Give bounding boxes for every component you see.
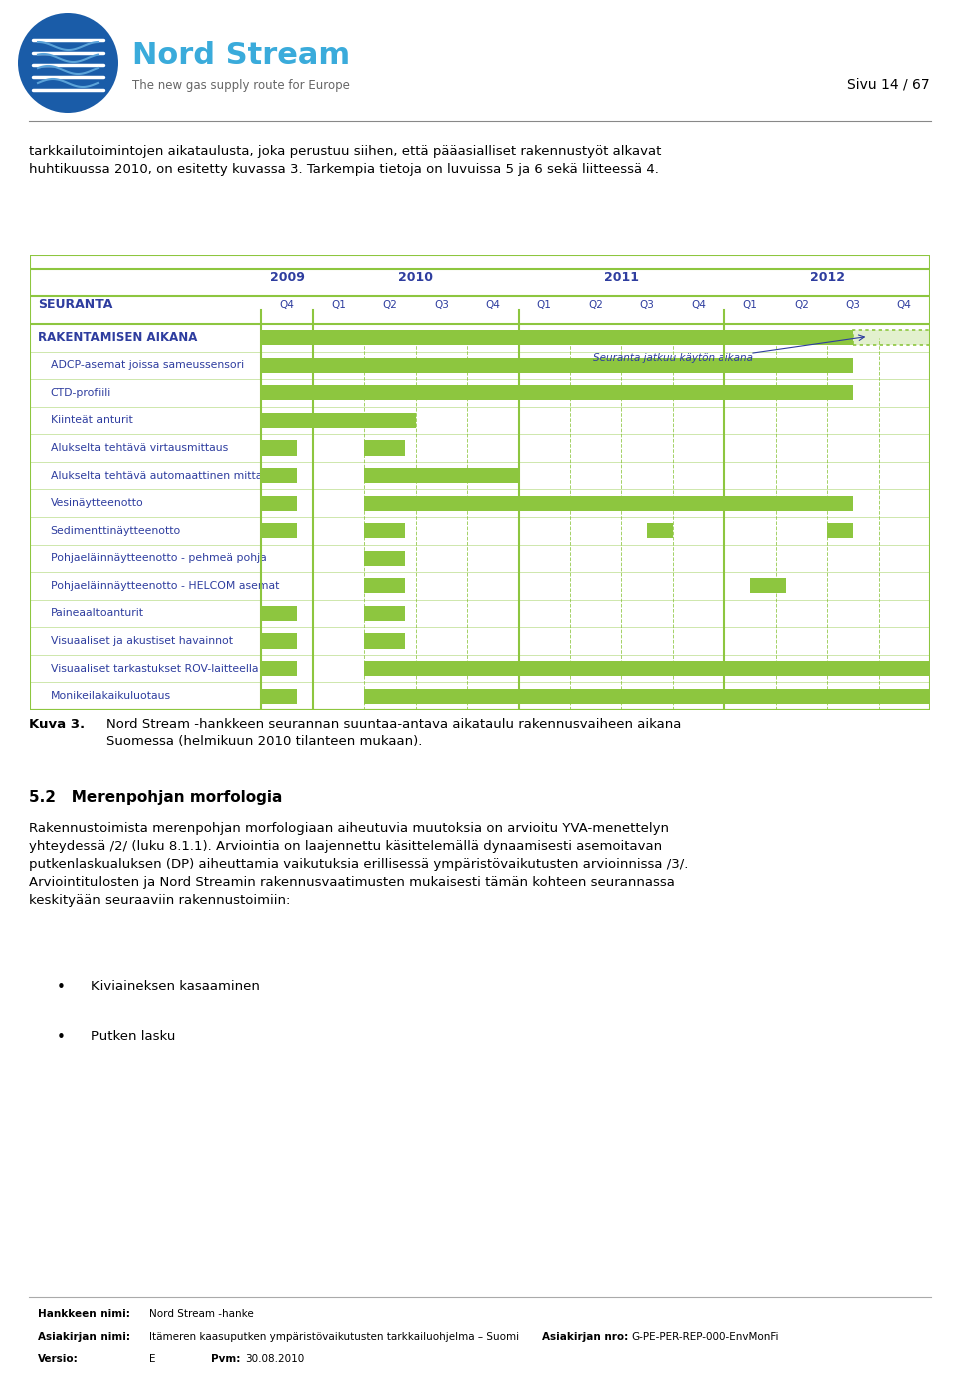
Bar — [261, 413, 416, 428]
Bar — [261, 605, 298, 621]
Text: •: • — [57, 1031, 65, 1044]
Bar — [852, 330, 930, 345]
Text: Q4: Q4 — [897, 300, 912, 310]
Bar — [261, 440, 298, 455]
Text: Asiakirjan nro:: Asiakirjan nro: — [542, 1332, 629, 1342]
Text: Pohjaeläinnäytteenotto - pehmeä pohja: Pohjaeläinnäytteenotto - pehmeä pohja — [51, 553, 266, 563]
Bar — [261, 358, 852, 373]
Text: Seuranta jatkuu käytön aikana: Seuranta jatkuu käytön aikana — [593, 352, 753, 363]
Text: Visuaaliset tarkastukset ROV-laitteella: Visuaaliset tarkastukset ROV-laitteella — [51, 663, 258, 674]
Text: Vesinäytteenotto: Vesinäytteenotto — [51, 498, 143, 508]
Text: The new gas supply route for Europe: The new gas supply route for Europe — [132, 78, 349, 91]
Text: Q3: Q3 — [434, 300, 449, 310]
Text: Q3: Q3 — [639, 300, 655, 310]
Text: 2011: 2011 — [604, 271, 639, 283]
Text: Visuaaliset ja akustiset havainnot: Visuaaliset ja akustiset havainnot — [51, 636, 232, 647]
Text: Monikeilakaikuluotaus: Monikeilakaikuluotaus — [51, 691, 171, 702]
Text: Hankkeen nimi:: Hankkeen nimi: — [38, 1310, 131, 1320]
Bar — [261, 385, 852, 400]
Bar — [364, 440, 405, 455]
Text: Pvm:: Pvm: — [211, 1354, 241, 1364]
Text: 2009: 2009 — [270, 271, 304, 283]
Bar — [852, 330, 930, 345]
Bar — [364, 495, 852, 510]
Text: 30.08.2010: 30.08.2010 — [245, 1354, 304, 1364]
Text: Nord Stream -hankkeen seurannan suuntaa-antava aikataulu rakennusvaiheen aikana
: Nord Stream -hankkeen seurannan suuntaa-… — [106, 718, 681, 749]
Text: E: E — [149, 1354, 156, 1364]
Bar — [364, 688, 930, 703]
Text: Q3: Q3 — [846, 300, 860, 310]
Text: •: • — [57, 980, 65, 995]
Bar — [364, 578, 405, 593]
Text: Q1: Q1 — [537, 300, 552, 310]
Text: Q2: Q2 — [794, 300, 809, 310]
Circle shape — [18, 12, 118, 113]
Bar — [261, 688, 298, 703]
Bar — [364, 550, 405, 566]
Text: Nord Stream -hanke: Nord Stream -hanke — [149, 1310, 253, 1320]
Text: 5.2   Merenpohjan morfologia: 5.2 Merenpohjan morfologia — [29, 790, 282, 805]
Text: Kuva 3.: Kuva 3. — [29, 718, 84, 731]
Text: Q2: Q2 — [588, 300, 603, 310]
Text: Q2: Q2 — [383, 300, 397, 310]
Text: Q4: Q4 — [691, 300, 706, 310]
Text: 2010: 2010 — [398, 271, 433, 283]
Text: Q1: Q1 — [331, 300, 346, 310]
Text: Sivu 14 / 67: Sivu 14 / 67 — [848, 78, 930, 92]
Text: CTD-profiili: CTD-profiili — [51, 388, 110, 398]
Text: Paineaaltoanturit: Paineaaltoanturit — [51, 608, 144, 618]
Text: 2012: 2012 — [809, 271, 845, 283]
Bar — [261, 523, 298, 538]
Text: RAKENTAMISEN AIKANA: RAKENTAMISEN AIKANA — [37, 332, 197, 344]
Text: tarkkailutoimintojen aikataulusta, joka perustuu siihen, että pääasialliset rake: tarkkailutoimintojen aikataulusta, joka … — [29, 144, 661, 176]
Text: Sedimenttinäytteenotto: Sedimenttinäytteenotto — [51, 526, 180, 535]
Bar — [261, 633, 298, 648]
Bar — [647, 523, 673, 538]
Text: Q4: Q4 — [486, 300, 500, 310]
Text: Itämeren kaasuputken ympäristövaikutusten tarkkailuohjelma – Suomi: Itämeren kaasuputken ympäristövaikutuste… — [149, 1332, 519, 1342]
Bar — [828, 523, 852, 538]
Bar — [364, 523, 405, 538]
Text: Kiviaineksen kasaaminen: Kiviaineksen kasaaminen — [91, 980, 260, 993]
Text: Putken lasku: Putken lasku — [91, 1031, 176, 1043]
Text: Alukselta tehtävä automaattinen mittaus: Alukselta tehtävä automaattinen mittaus — [51, 471, 275, 480]
Text: Versio:: Versio: — [38, 1354, 79, 1364]
Text: Nord Stream: Nord Stream — [132, 40, 350, 70]
Text: Rakennustoimista merenpohjan morfologiaan aiheutuvia muutoksia on arvioitu YVA-m: Rakennustoimista merenpohjan morfologiaa… — [29, 823, 688, 907]
Text: Kiinteät anturit: Kiinteät anturit — [51, 416, 132, 425]
Text: Q4: Q4 — [279, 300, 295, 310]
Text: Alukselta tehtävä virtausmittaus: Alukselta tehtävä virtausmittaus — [51, 443, 228, 453]
Text: ADCP-asemat joissa sameussensori: ADCP-asemat joissa sameussensori — [51, 361, 244, 370]
Bar — [364, 468, 518, 483]
Text: Pohjaeläinnäytteenotto - HELCOM asemat: Pohjaeläinnäytteenotto - HELCOM asemat — [51, 581, 279, 590]
Bar — [364, 605, 405, 621]
Bar — [261, 660, 298, 676]
Bar — [261, 330, 852, 345]
Text: SEURANTA: SEURANTA — [37, 299, 112, 311]
Bar — [261, 468, 298, 483]
Bar — [364, 633, 405, 648]
Text: Q1: Q1 — [743, 300, 757, 310]
Bar — [261, 495, 298, 510]
Text: G-PE-PER-REP-000-EnvMonFi: G-PE-PER-REP-000-EnvMonFi — [632, 1332, 780, 1342]
Bar — [750, 578, 786, 593]
Bar — [364, 660, 930, 676]
Text: Asiakirjan nimi:: Asiakirjan nimi: — [38, 1332, 131, 1342]
